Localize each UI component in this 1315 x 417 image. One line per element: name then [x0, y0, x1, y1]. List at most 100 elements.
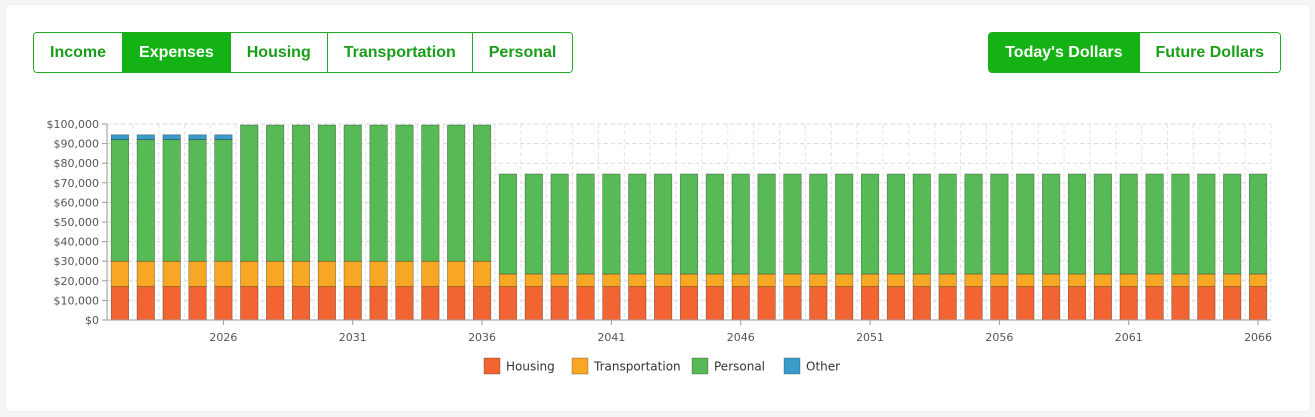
bar-housing-2036[interactable] — [473, 286, 492, 321]
bar-housing-2061[interactable] — [1119, 286, 1138, 321]
bar-transportation-2034[interactable] — [421, 260, 440, 287]
todays-dollars-button[interactable]: Today's Dollars — [989, 33, 1140, 72]
bar-other-2024[interactable] — [162, 134, 181, 140]
bar-housing-2044[interactable] — [679, 286, 699, 321]
legend-item-personal[interactable]: Personal — [691, 357, 765, 375]
bar-personal-2040[interactable] — [576, 173, 595, 275]
bar-transportation-2055[interactable] — [964, 273, 983, 287]
bar-personal-2049[interactable] — [809, 173, 828, 275]
bar-transportation-2024[interactable] — [162, 260, 181, 287]
bar-transportation-2065[interactable] — [1223, 273, 1242, 287]
bar-housing-2055[interactable] — [964, 286, 983, 321]
bar-personal-2022[interactable] — [110, 139, 129, 262]
bar-personal-2032[interactable] — [369, 124, 388, 262]
bar-personal-2065[interactable] — [1223, 173, 1242, 275]
bar-transportation-2056[interactable] — [990, 273, 1009, 287]
tab-expenses[interactable]: Expenses — [123, 33, 231, 72]
bar-housing-2041[interactable] — [602, 286, 621, 321]
legend-item-housing[interactable]: Housing — [483, 357, 555, 375]
bar-personal-2050[interactable] — [835, 173, 854, 275]
bar-personal-2064[interactable] — [1197, 173, 1216, 275]
bar-transportation-2042[interactable] — [628, 273, 647, 287]
tab-income[interactable]: Income — [34, 33, 124, 72]
bar-personal-2038[interactable] — [524, 173, 543, 275]
bar-personal-2042[interactable] — [628, 173, 647, 275]
bar-housing-2034[interactable] — [421, 286, 440, 321]
bar-housing-2059[interactable] — [1067, 286, 1087, 321]
bar-housing-2052[interactable] — [886, 286, 905, 321]
bar-personal-2043[interactable] — [654, 173, 673, 275]
bar-personal-2066[interactable] — [1249, 173, 1268, 275]
bar-personal-2028[interactable] — [266, 124, 285, 262]
bar-transportation-2058[interactable] — [1042, 273, 1061, 287]
bar-transportation-2038[interactable] — [524, 273, 543, 287]
bar-personal-2058[interactable] — [1042, 173, 1061, 275]
bar-personal-2023[interactable] — [136, 139, 155, 262]
bar-housing-2026[interactable] — [214, 286, 233, 321]
bar-housing-2037[interactable] — [498, 286, 517, 321]
bar-housing-2047[interactable] — [757, 286, 776, 321]
bar-transportation-2031[interactable] — [343, 260, 362, 287]
bar-personal-2037[interactable] — [498, 173, 517, 275]
bar-personal-2051[interactable] — [861, 173, 880, 275]
bar-transportation-2037[interactable] — [498, 273, 517, 287]
bar-personal-2030[interactable] — [317, 124, 336, 262]
bar-housing-2056[interactable] — [990, 286, 1009, 321]
bar-housing-2029[interactable] — [291, 286, 311, 321]
bar-transportation-2027[interactable] — [240, 260, 259, 287]
bar-other-2025[interactable] — [188, 134, 207, 140]
bar-housing-2057[interactable] — [1016, 286, 1035, 321]
bar-housing-2031[interactable] — [343, 286, 362, 321]
tab-transportation[interactable]: Transportation — [327, 33, 473, 72]
bar-housing-2051[interactable] — [861, 286, 880, 321]
bar-housing-2039[interactable] — [550, 286, 569, 321]
bar-transportation-2030[interactable] — [317, 260, 336, 287]
bar-housing-2043[interactable] — [654, 286, 673, 321]
bar-transportation-2045[interactable] — [705, 273, 724, 287]
bar-housing-2027[interactable] — [240, 286, 259, 321]
bar-personal-2059[interactable] — [1067, 173, 1087, 275]
bar-personal-2026[interactable] — [214, 139, 233, 262]
bar-transportation-2050[interactable] — [835, 273, 854, 287]
bar-transportation-2057[interactable] — [1016, 273, 1035, 287]
bar-personal-2039[interactable] — [550, 173, 569, 275]
bar-transportation-2026[interactable] — [214, 260, 233, 287]
bar-personal-2052[interactable] — [886, 173, 905, 275]
bar-housing-2025[interactable] — [188, 286, 207, 321]
bar-transportation-2022[interactable] — [110, 260, 129, 287]
bar-transportation-2062[interactable] — [1145, 273, 1164, 287]
bar-personal-2044[interactable] — [679, 173, 699, 275]
future-dollars-button[interactable]: Future Dollars — [1139, 33, 1280, 72]
bar-transportation-2033[interactable] — [395, 260, 414, 287]
tab-housing[interactable]: Housing — [230, 33, 328, 72]
bar-personal-2024[interactable] — [162, 139, 181, 262]
bar-transportation-2063[interactable] — [1171, 273, 1190, 287]
bar-housing-2022[interactable] — [110, 286, 129, 321]
bar-transportation-2066[interactable] — [1249, 273, 1268, 287]
bar-transportation-2040[interactable] — [576, 273, 595, 287]
bar-personal-2047[interactable] — [757, 173, 776, 275]
legend-item-other[interactable]: Other — [783, 357, 840, 375]
bar-personal-2033[interactable] — [395, 124, 414, 262]
bar-transportation-2046[interactable] — [731, 273, 750, 287]
bar-transportation-2035[interactable] — [447, 260, 466, 287]
bar-housing-2030[interactable] — [317, 286, 336, 321]
bar-housing-2053[interactable] — [912, 286, 931, 321]
bar-other-2023[interactable] — [136, 134, 155, 140]
bar-personal-2025[interactable] — [188, 139, 207, 262]
bar-other-2026[interactable] — [214, 134, 233, 140]
bar-personal-2057[interactable] — [1016, 173, 1035, 275]
bar-housing-2049[interactable] — [809, 286, 828, 321]
bar-transportation-2052[interactable] — [886, 273, 905, 287]
bar-personal-2046[interactable] — [731, 173, 750, 275]
bar-transportation-2023[interactable] — [136, 260, 155, 287]
bar-transportation-2047[interactable] — [757, 273, 776, 287]
bar-transportation-2059[interactable] — [1067, 273, 1087, 287]
bar-transportation-2036[interactable] — [473, 260, 492, 287]
bar-transportation-2041[interactable] — [602, 273, 621, 287]
bar-personal-2062[interactable] — [1145, 173, 1164, 275]
bar-personal-2027[interactable] — [240, 124, 259, 262]
bar-personal-2054[interactable] — [938, 173, 957, 275]
bar-personal-2063[interactable] — [1171, 173, 1190, 275]
bar-transportation-2051[interactable] — [861, 273, 880, 287]
